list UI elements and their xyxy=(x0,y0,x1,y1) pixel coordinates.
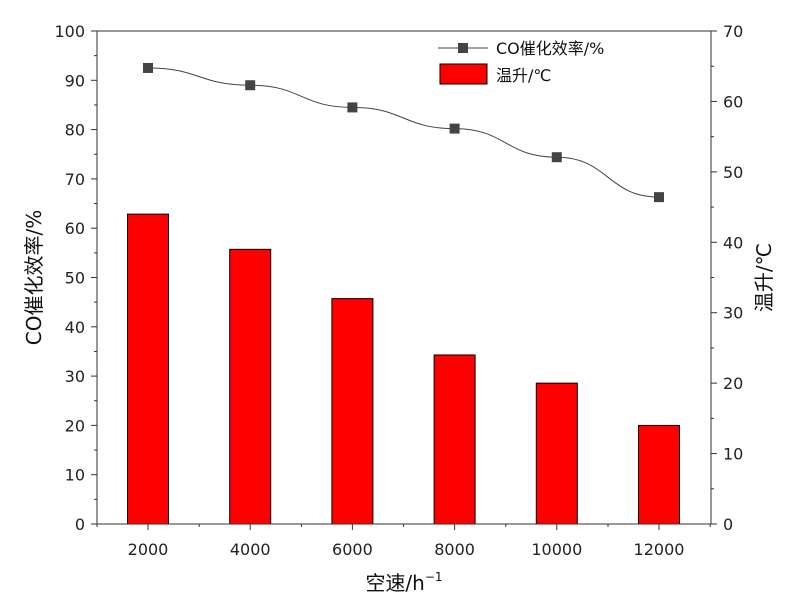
y-right-tick-label: 0 xyxy=(723,515,733,534)
x-tick-label: 2000 xyxy=(128,540,169,559)
point-10000 xyxy=(551,152,562,163)
y-axis-left: 0 10 20 30 40 50 60 70 80 90 100 xyxy=(54,22,97,534)
x-tick-label: 6000 xyxy=(332,540,373,559)
line-series xyxy=(147,67,660,198)
y-right-tick-label: 30 xyxy=(723,304,743,323)
x-tick-label: 8000 xyxy=(434,540,475,559)
y-axis-right: 0 10 20 30 40 50 60 70 xyxy=(711,22,743,534)
y-left-tick-label: 30 xyxy=(65,367,85,386)
bar-4000 xyxy=(229,248,272,525)
y-left-tick-label: 60 xyxy=(65,219,85,238)
line-markers xyxy=(143,62,664,203)
x-axis: 2000 4000 6000 8000 10000 12000 xyxy=(96,524,711,559)
y-left-tick-label: 90 xyxy=(65,71,85,90)
x-tick-label: 10000 xyxy=(531,540,582,559)
y-axis-right-title: 温升/℃ xyxy=(752,243,776,312)
legend-label-temperature: 温升/℃ xyxy=(496,66,551,85)
y-left-tick-label: 0 xyxy=(75,515,85,534)
legend: CO催化效率/% 温升/℃ xyxy=(438,39,604,85)
legend-bar-swatch xyxy=(439,63,488,85)
point-8000 xyxy=(449,123,460,134)
y-left-tick-label: 40 xyxy=(65,318,85,337)
y-right-tick-label: 60 xyxy=(723,92,743,111)
y-right-tick-label: 40 xyxy=(723,233,743,252)
y-left-tick-label: 50 xyxy=(65,269,85,288)
bar-12000 xyxy=(638,424,680,525)
y-axis-left-title: CO催化效率/% xyxy=(22,210,46,345)
y-left-tick-label: 20 xyxy=(65,416,85,435)
efficiency-line xyxy=(147,67,660,198)
bar-10000 xyxy=(535,382,578,525)
x-tick-label: 4000 xyxy=(230,540,271,559)
y-right-tick-label: 20 xyxy=(723,374,743,393)
y-left-tick-label: 10 xyxy=(65,466,85,485)
point-4000 xyxy=(245,80,256,91)
y-right-tick-label: 50 xyxy=(723,163,743,182)
plot-frame xyxy=(96,30,712,525)
y-right-tick-label: 10 xyxy=(723,445,743,464)
point-6000 xyxy=(347,102,358,113)
bar-8000 xyxy=(433,354,476,525)
bar-6000 xyxy=(331,298,374,525)
y-left-tick-label: 70 xyxy=(65,170,85,189)
y-right-tick-label: 70 xyxy=(723,22,743,41)
bar-series xyxy=(127,213,680,525)
x-axis-title: 空速/h−1 xyxy=(365,570,442,595)
y-left-tick-label: 100 xyxy=(54,22,85,41)
legend-marker-swatch xyxy=(458,43,468,53)
point-12000 xyxy=(654,192,664,203)
y-left-tick-label: 80 xyxy=(65,121,85,140)
x-tick-label: 12000 xyxy=(634,540,685,559)
point-2000 xyxy=(143,62,153,73)
bar-2000 xyxy=(127,213,169,525)
legend-label-efficiency: CO催化效率/% xyxy=(496,39,604,58)
